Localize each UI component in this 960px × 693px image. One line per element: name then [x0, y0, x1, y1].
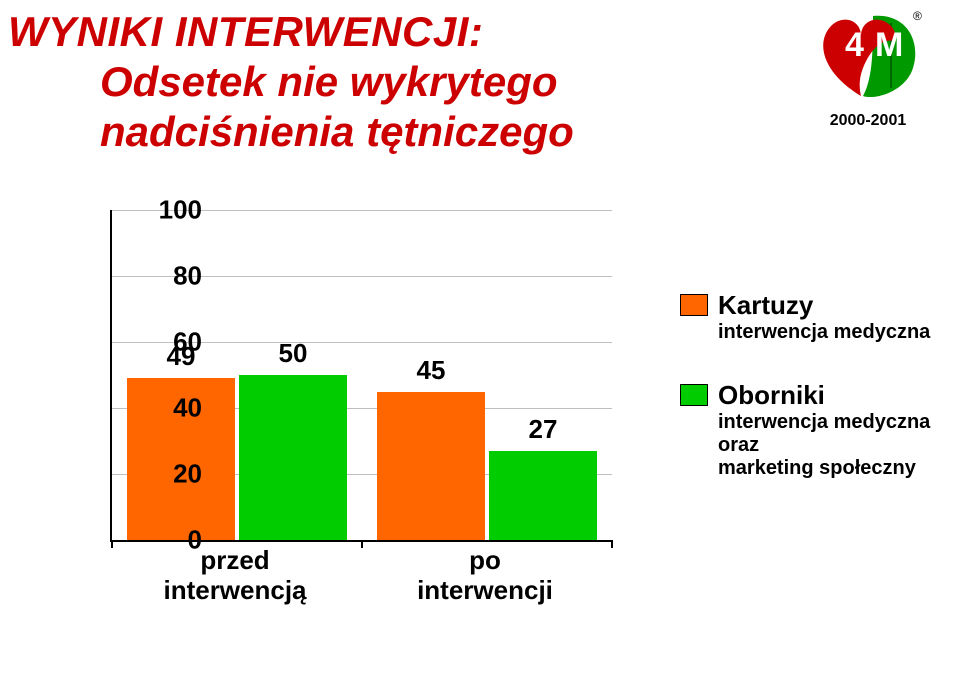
bar: 45 — [377, 392, 485, 541]
page-root: { "title": { "line1": "WYNIKI INTERWENCJ… — [0, 0, 960, 693]
logo-letter: M — [875, 26, 903, 64]
ytick-label: 40 — [142, 393, 202, 424]
legend-item-1: Oborniki interwencja medyczna oraz marke… — [680, 380, 950, 480]
title-line-2: Odsetek nie wykrytego — [100, 58, 558, 106]
logo-number: 4 — [845, 26, 864, 64]
legend-title-0: Kartuzy — [718, 290, 813, 321]
legend-sub-1-2: oraz — [718, 434, 950, 457]
bar-value-label: 45 — [377, 355, 485, 386]
x-category-label-line2: interwencji — [360, 576, 610, 606]
title-line-1: WYNIKI INTERWENCJI: — [8, 8, 483, 56]
ytick-label: 100 — [142, 195, 202, 226]
bar-value-label: 50 — [239, 338, 347, 369]
title-line-3: nadciśnienia tętniczego — [100, 108, 574, 156]
legend-item-0: Kartuzy interwencja medyczna — [680, 290, 950, 344]
registered-mark-icon: ® — [913, 9, 922, 23]
ytick-label: 20 — [142, 459, 202, 490]
legend-swatch-1 — [680, 384, 708, 406]
xtick-mark — [611, 540, 613, 548]
ytick-label: 60 — [142, 327, 202, 358]
logo: 4 M ® 2000-2001 — [808, 8, 928, 138]
ytick-label: 80 — [142, 261, 202, 292]
legend-swatch-0 — [680, 294, 708, 316]
x-category-label-line1: przed — [110, 546, 360, 576]
bar: 50 — [239, 375, 347, 540]
bar-chart: 49504527 020406080100przedinterwencjąpoi… — [40, 200, 640, 620]
legend-title-1: Oborniki — [718, 380, 825, 411]
logo-graphic: 4 M ® — [813, 8, 923, 103]
x-category-label-line1: po — [360, 546, 610, 576]
bar-value-label: 27 — [489, 414, 597, 445]
bar: 27 — [489, 451, 597, 540]
x-category-label: przedinterwencją — [110, 546, 360, 606]
legend: Kartuzy interwencja medyczna Oborniki in… — [680, 290, 950, 516]
logo-years: 2000-2001 — [808, 112, 928, 130]
x-category-label-line2: interwencją — [110, 576, 360, 606]
legend-sub-1-1: interwencja medyczna — [718, 411, 950, 434]
x-category-label: pointerwencji — [360, 546, 610, 606]
legend-sub-1-3: marketing społeczny — [718, 457, 950, 480]
legend-sub-0-1: interwencja medyczna — [718, 321, 950, 344]
